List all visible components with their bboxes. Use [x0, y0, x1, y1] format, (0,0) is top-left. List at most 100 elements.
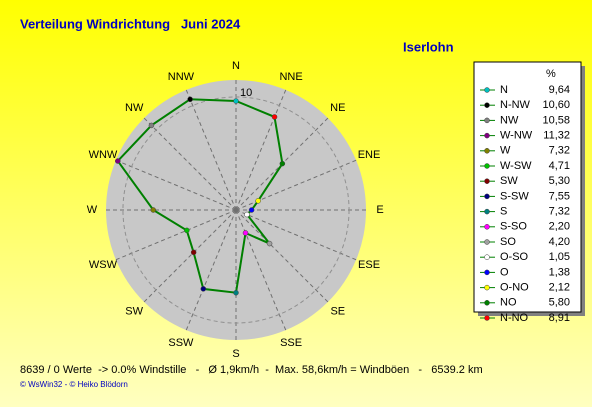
spoke [235, 209, 287, 331]
direction-label: SSW [168, 337, 194, 349]
legend-label: NO [500, 297, 517, 309]
legend-label: SW [500, 175, 518, 187]
direction-label: SE [330, 306, 345, 318]
footer: 8639 / 0 Werte -> 0.0% Windstille - Ø 1,… [20, 364, 483, 376]
legend-label: O [500, 266, 509, 278]
legend-value: 5,80 [549, 297, 570, 309]
data-point [187, 96, 193, 103]
legend-value: 4,20 [549, 236, 570, 248]
r-tick-label: 10 [240, 87, 252, 99]
spoke [235, 89, 287, 211]
data-point [233, 98, 239, 104]
legend-marker [484, 315, 490, 321]
data-point [244, 211, 250, 218]
legend-marker [484, 148, 490, 154]
grid-ring [122, 96, 350, 324]
direction-label: ENE [358, 149, 381, 161]
legend-marker [484, 208, 490, 215]
data-point [242, 230, 249, 236]
direction-label: W [87, 204, 98, 216]
direction-label: NW [125, 102, 144, 114]
legend-marker [484, 224, 490, 230]
legend-marker [484, 163, 490, 169]
legend-value: 1,05 [549, 251, 570, 263]
legend-label: S-SW [500, 190, 529, 202]
legend-label: S-SO [500, 221, 527, 233]
data-point [255, 198, 261, 204]
legend-value: 7,32 [549, 145, 570, 157]
data-point [271, 114, 278, 120]
legend-marker [484, 132, 490, 139]
direction-label: WNW [89, 149, 118, 161]
legend-marker [484, 87, 490, 93]
data-point [233, 289, 239, 296]
legend-header: % [546, 68, 556, 80]
legend-value: 2,20 [549, 221, 570, 233]
legend-label: W [500, 145, 511, 157]
direction-label: N [232, 60, 240, 72]
chart-title: Verteilung Windrichtung Juni 2024 [20, 16, 241, 31]
legend-box [473, 61, 582, 313]
legend-value: 10,60 [542, 99, 570, 111]
data-point [148, 122, 155, 129]
data-point [200, 286, 207, 292]
legend-marker [484, 284, 490, 291]
spoke [185, 209, 237, 331]
direction-label: ESE [358, 259, 380, 271]
legend-marker [484, 193, 490, 200]
direction-label: E [376, 204, 383, 216]
legend-label: SO [500, 236, 516, 248]
legend-value: 7,55 [549, 190, 570, 202]
direction-label: S [232, 348, 239, 360]
chart-subtitle: Iserlohn [403, 39, 454, 54]
legend-label: O-SO [500, 251, 529, 263]
legend-marker [484, 300, 490, 306]
legend-label: S [500, 206, 507, 218]
legend-label: N [500, 84, 508, 96]
data-point [279, 160, 286, 167]
legend-label: W-NW [500, 130, 533, 142]
direction-label: NNW [168, 71, 195, 83]
legend-marker [484, 254, 490, 260]
spoke [115, 159, 237, 211]
data-point [184, 227, 190, 234]
legend-marker [484, 102, 490, 108]
legend-value: 9,64 [549, 84, 570, 96]
direction-label: WSW [89, 259, 118, 271]
legend-value: 4,71 [549, 160, 570, 172]
legend-value: 2,12 [549, 282, 570, 294]
data-point [190, 249, 197, 256]
legend-value: 8,91 [549, 312, 570, 324]
spoke [185, 89, 237, 211]
legend-label: N-NO [500, 312, 529, 324]
legend-value: 7,32 [549, 206, 570, 218]
spoke [143, 209, 237, 303]
legend-marker [484, 117, 490, 124]
data-point [266, 240, 273, 247]
direction-label: SW [125, 306, 143, 318]
legend-marker [484, 178, 490, 184]
legend-value: 11,32 [543, 130, 570, 142]
legend-label: O-NO [500, 282, 529, 294]
spoke [143, 117, 237, 211]
legend-label: N-NW [500, 99, 531, 111]
data-point [248, 207, 255, 213]
direction-label: NNE [279, 71, 302, 83]
legend-value: 1,38 [549, 266, 570, 278]
legend-marker [484, 239, 490, 245]
data-point [115, 158, 121, 164]
direction-label: NE [330, 102, 345, 114]
legend-value: 10,58 [542, 114, 570, 126]
spoke [235, 209, 357, 261]
legend-label: W-SW [500, 160, 532, 172]
spoke [115, 209, 237, 261]
legend-label: NW [500, 114, 519, 126]
direction-label: SSE [280, 337, 302, 349]
data-point [150, 207, 157, 213]
legend-value: 5,30 [549, 175, 570, 187]
legend-marker [484, 269, 490, 276]
credits: © WsWin32 - © Heiko Blödorn [20, 380, 128, 389]
spoke [235, 209, 329, 303]
